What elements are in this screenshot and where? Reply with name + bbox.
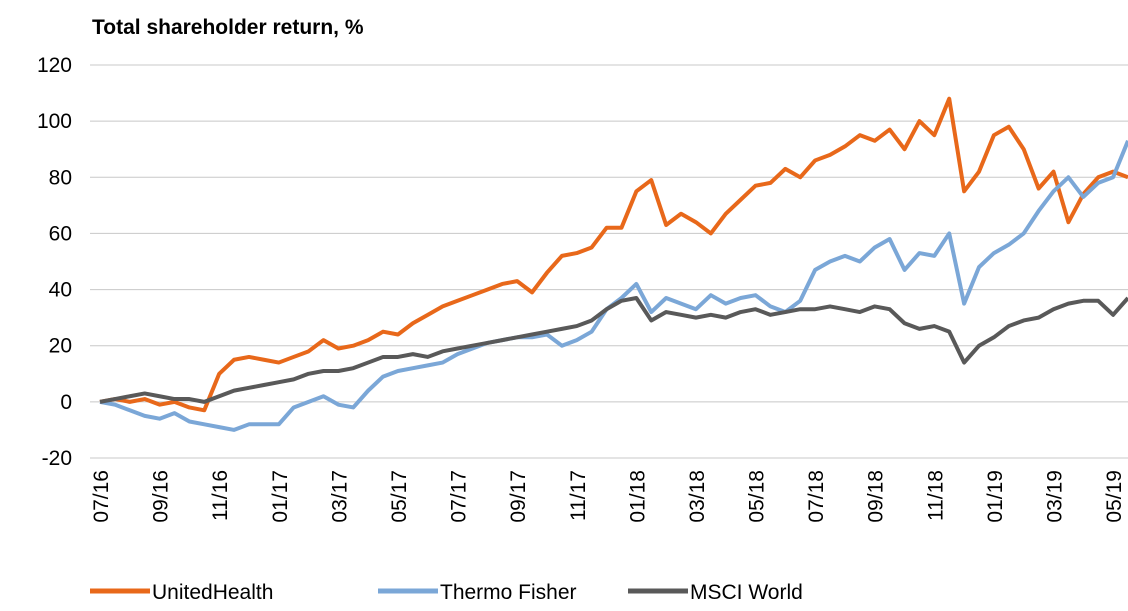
x-tick-label: 09/18: [865, 470, 888, 523]
y-tick-label: 0: [60, 391, 72, 414]
series-line: [99, 295, 1128, 404]
x-tick-label: 07/18: [805, 470, 828, 523]
series-line: [99, 96, 1128, 413]
y-tick-label: 120: [37, 54, 72, 77]
legend-label: UnitedHealth: [152, 581, 273, 604]
x-tick-label: 01/19: [984, 470, 1007, 523]
legend-label: MSCI World: [690, 581, 803, 604]
y-tick-label: 80: [49, 166, 72, 189]
x-tick-label: 01/17: [269, 470, 292, 523]
x-tick-label: 05/17: [388, 470, 411, 523]
x-tick-label: 09/17: [507, 470, 530, 523]
x-tick-label: 11/16: [209, 470, 232, 521]
legend-label: Thermo Fisher: [440, 581, 577, 604]
x-tick-label: 03/19: [1044, 470, 1067, 523]
chart-title: Total shareholder return, %: [92, 16, 364, 39]
x-tick-label: 03/18: [686, 470, 709, 523]
y-tick-label: 60: [49, 222, 72, 245]
x-tick-label: 07/17: [448, 470, 471, 523]
x-tick-label: 05/18: [746, 470, 769, 523]
x-tick-label: 11/18: [924, 470, 947, 521]
x-tick-label: 09/16: [150, 470, 173, 523]
x-tick-label: 07/16: [90, 470, 113, 523]
x-tick-label: 01/18: [626, 470, 649, 523]
y-tick-label: 20: [49, 335, 72, 358]
x-tick-label: 05/19: [1103, 470, 1126, 523]
y-tick-label: 100: [37, 110, 72, 133]
x-tick-label: 11/17: [567, 470, 590, 521]
y-tick-label: -20: [42, 447, 72, 470]
x-tick-label: 03/17: [328, 470, 351, 523]
y-tick-label: 40: [49, 279, 72, 302]
